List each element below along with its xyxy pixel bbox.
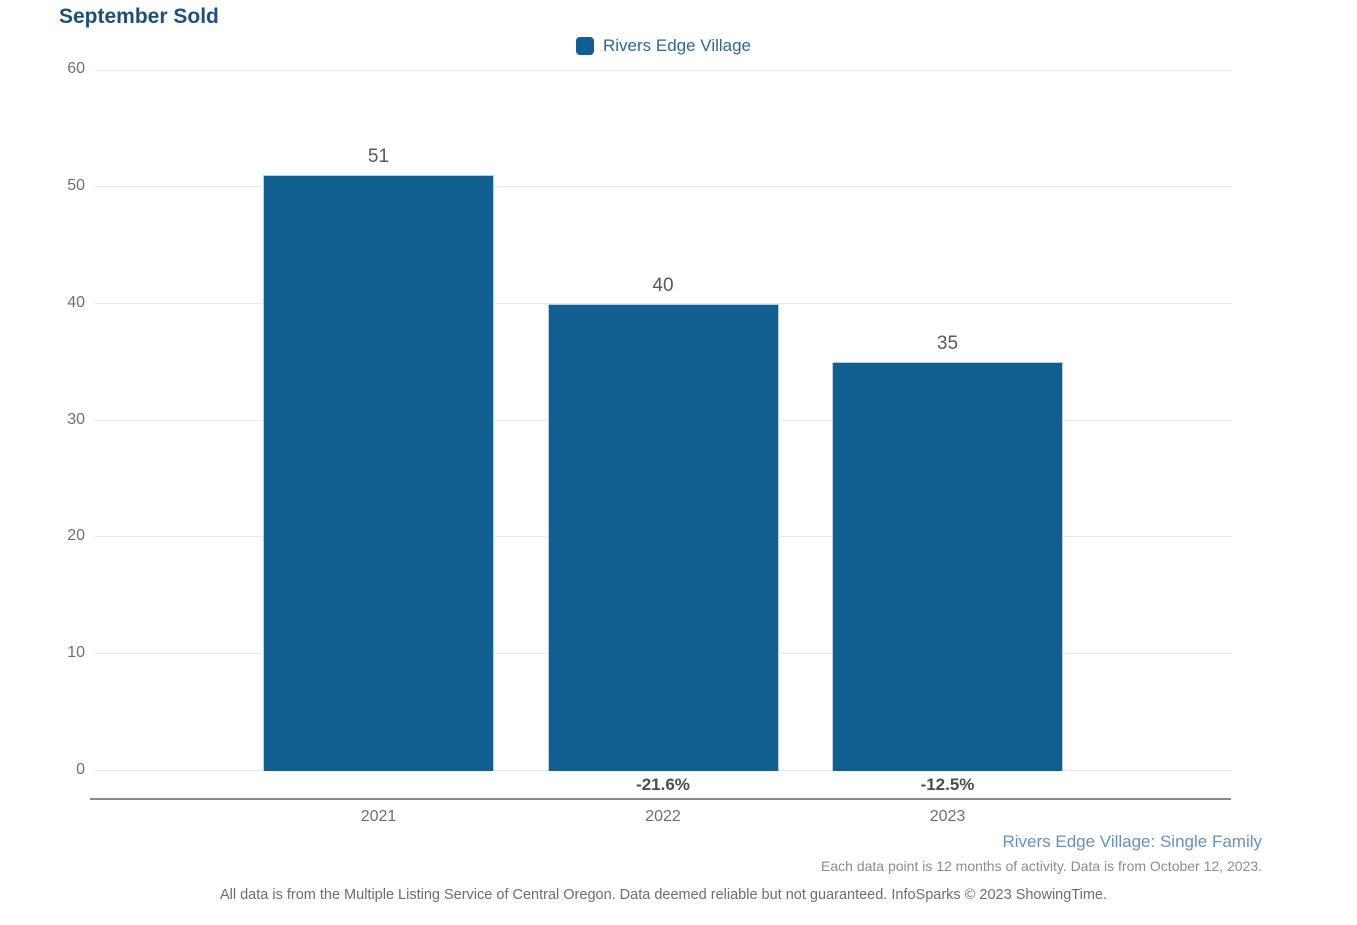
legend-label: Rivers Edge Village bbox=[602, 36, 752, 55]
series-note: Rivers Edge Village: Single Family bbox=[1002, 832, 1262, 851]
data-note: Each data point is 12 months of activity… bbox=[821, 858, 1262, 874]
bar-value-label: 51 bbox=[367, 146, 390, 167]
pct-change-label: -21.6% bbox=[636, 775, 690, 794]
x-axis-line bbox=[90, 798, 1231, 800]
pct-change-label: -12.5% bbox=[920, 775, 975, 794]
y-axis-tick-label: 20 bbox=[67, 527, 85, 545]
y-axis-tick-label: 50 bbox=[67, 176, 85, 194]
y-axis-tick-label: 30 bbox=[67, 410, 85, 428]
x-axis-tick-label: 2023 bbox=[929, 808, 966, 825]
legend: Rivers Edge Village bbox=[95, 36, 1232, 56]
x-axis-tick-label: 2022 bbox=[645, 808, 681, 825]
bar-2023[interactable] bbox=[832, 362, 1063, 771]
y-axis-tick-label: 10 bbox=[67, 644, 85, 662]
gridline-y-60 bbox=[95, 70, 1232, 71]
bar-2022[interactable] bbox=[547, 304, 779, 771]
plot-area: 51 40 35 bbox=[95, 70, 1232, 771]
chart-title: September Sold bbox=[59, 5, 219, 28]
y-axis-tick-label: 40 bbox=[67, 293, 85, 311]
disclaimer: All data is from the Multiple Listing Se… bbox=[219, 887, 1108, 903]
y-axis-tick-label: 60 bbox=[67, 60, 85, 77]
gridline-y-40 bbox=[95, 303, 1232, 304]
legend-swatch-icon bbox=[575, 37, 594, 55]
gridline-y-50 bbox=[95, 186, 1232, 187]
bar-2021[interactable] bbox=[263, 175, 494, 771]
bar-value-label: 35 bbox=[936, 333, 959, 354]
bar-value-label: 40 bbox=[652, 275, 674, 296]
y-axis-tick-label: 0 bbox=[76, 761, 85, 778]
x-axis-tick-label: 2021 bbox=[360, 808, 397, 825]
